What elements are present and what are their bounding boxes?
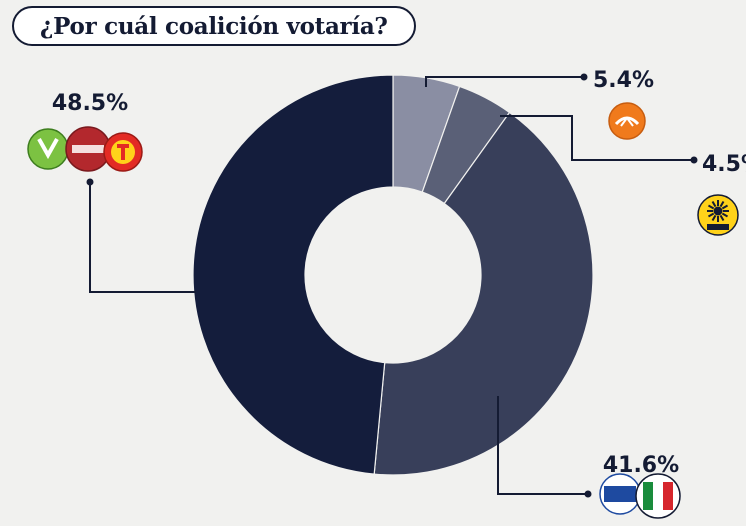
leader-line-1: [425, 76, 584, 87]
leader-line-2: [500, 115, 694, 161]
chart-title: ¿Por cuál coalición votaría?: [12, 6, 416, 46]
leader-dot-2: [690, 156, 698, 164]
data-label-4: 48.5%: [52, 91, 128, 116]
data-label-1: 5.4%: [593, 68, 654, 93]
leader-dot-1: [580, 73, 588, 81]
data-label-2: 4.5%: [702, 152, 746, 177]
mc-logo: [608, 102, 646, 140]
pan-logo: [599, 473, 641, 515]
chart-title-text: ¿Por cuál coalición votaría?: [40, 12, 388, 40]
leader-dot-3: [584, 490, 592, 498]
donut-slice-4: [192, 74, 394, 475]
prd-logo: [697, 194, 739, 236]
pt-logo: [103, 132, 143, 172]
leader-dot-4: [86, 178, 94, 186]
morena-logo: [65, 126, 111, 172]
donut-slice-3: [373, 111, 594, 476]
pvem-logo: [27, 128, 69, 170]
leader-line-3: [497, 396, 588, 495]
leader-line-4: [89, 182, 196, 293]
pri-logo: [635, 473, 681, 519]
